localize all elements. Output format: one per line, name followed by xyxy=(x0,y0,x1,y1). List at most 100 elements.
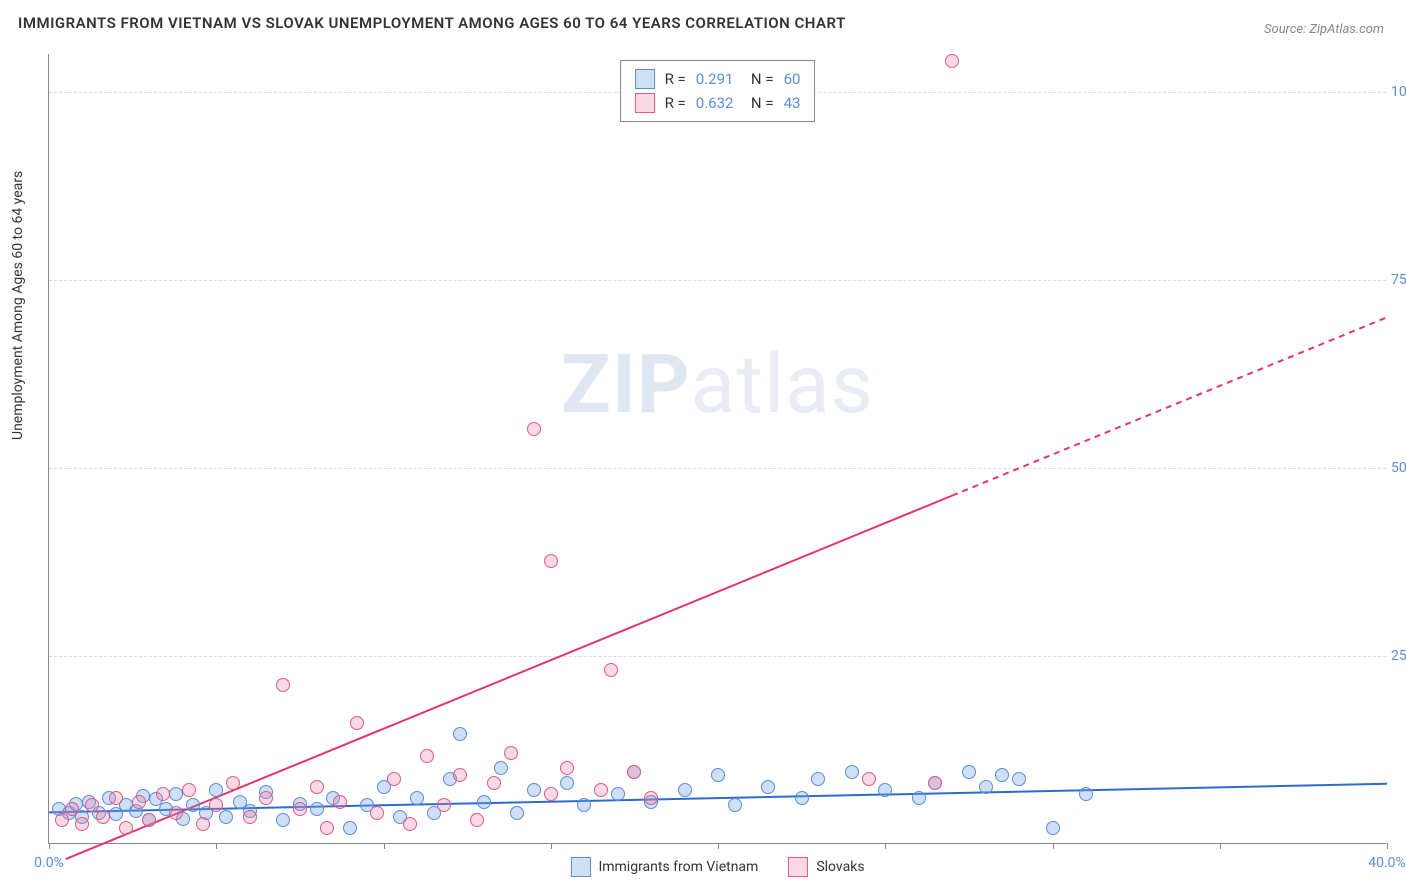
data-point xyxy=(75,817,89,831)
x-tick xyxy=(1387,843,1388,849)
r-value-2: 0.632 xyxy=(696,94,734,112)
data-point xyxy=(453,768,467,782)
data-point xyxy=(728,798,742,812)
legend-label-1: Immigrants from Vietnam xyxy=(598,859,758,875)
data-point xyxy=(243,810,257,824)
y-tick-label: 75.0% xyxy=(1391,272,1406,288)
data-point xyxy=(527,783,541,797)
data-point xyxy=(343,821,357,835)
data-point xyxy=(711,768,725,782)
data-point xyxy=(678,783,692,797)
x-tick xyxy=(885,843,886,849)
n-value-2: 43 xyxy=(784,94,801,112)
chart-title: IMMIGRANTS FROM VIETNAM VS SLOVAK UNEMPL… xyxy=(18,14,846,32)
data-point xyxy=(226,776,240,790)
data-point xyxy=(209,798,223,812)
correlation-legend: R = 0.291 N = 60 R = 0.632 N = 43 xyxy=(620,60,816,122)
data-point xyxy=(862,772,876,786)
data-point xyxy=(293,802,307,816)
data-point xyxy=(276,678,290,692)
data-point xyxy=(995,768,1009,782)
x-tick xyxy=(49,843,50,849)
data-point xyxy=(594,783,608,797)
y-tick-label: 50.0% xyxy=(1391,460,1406,476)
data-point xyxy=(333,795,347,809)
data-point xyxy=(410,791,424,805)
data-point xyxy=(182,783,196,797)
data-point xyxy=(186,798,200,812)
data-point xyxy=(169,787,183,801)
data-point xyxy=(487,776,501,790)
data-point xyxy=(156,787,170,801)
data-point xyxy=(209,783,223,797)
legend-row-series-2: R = 0.632 N = 43 xyxy=(635,91,801,115)
data-point xyxy=(142,813,156,827)
data-point xyxy=(845,765,859,779)
chart-plot-area: ZIPatlas 0.0%40.0% R = 0.291 N = 60 R = … xyxy=(48,54,1386,844)
legend-item-2: Slovaks xyxy=(788,857,864,877)
legend-row-series-1: R = 0.291 N = 60 xyxy=(635,67,801,91)
legend-swatch-2 xyxy=(635,93,655,113)
data-point xyxy=(510,806,524,820)
data-point xyxy=(370,806,384,820)
data-point xyxy=(912,791,926,805)
r-value-1: 0.291 xyxy=(696,70,734,88)
data-point xyxy=(979,780,993,794)
data-point xyxy=(96,810,110,824)
data-point xyxy=(611,787,625,801)
data-point xyxy=(259,791,273,805)
data-point xyxy=(320,821,334,835)
x-tick xyxy=(1220,843,1221,849)
data-point xyxy=(811,772,825,786)
data-point xyxy=(1046,821,1060,835)
data-point xyxy=(1012,772,1026,786)
data-point xyxy=(310,780,324,794)
x-tick xyxy=(551,843,552,849)
data-point xyxy=(196,817,210,831)
data-point xyxy=(132,795,146,809)
x-tick-label: 0.0% xyxy=(34,855,64,871)
data-point xyxy=(453,727,467,741)
legend-swatch-1 xyxy=(635,69,655,89)
data-point xyxy=(470,813,484,827)
data-point xyxy=(962,765,976,779)
data-point xyxy=(276,813,290,827)
x-tick xyxy=(384,843,385,849)
y-axis-label: Unemployment Among Ages 60 to 64 years xyxy=(10,171,26,440)
legend-item-1: Immigrants from Vietnam xyxy=(570,857,758,877)
data-point xyxy=(560,761,574,775)
trend-lines xyxy=(49,54,1386,843)
data-point xyxy=(310,802,324,816)
data-point xyxy=(109,791,123,805)
data-point xyxy=(577,798,591,812)
data-point xyxy=(169,806,183,820)
data-point xyxy=(560,776,574,790)
data-point xyxy=(627,765,641,779)
data-point xyxy=(65,802,79,816)
data-point xyxy=(795,791,809,805)
data-point xyxy=(544,787,558,801)
x-tick xyxy=(216,843,217,849)
data-point xyxy=(945,54,959,68)
legend-bottom-swatch-1 xyxy=(570,857,590,877)
data-point xyxy=(604,663,618,677)
data-point xyxy=(1079,787,1093,801)
n-value-1: 60 xyxy=(784,70,801,88)
data-point xyxy=(387,772,401,786)
series-legend: Immigrants from Vietnam Slovaks xyxy=(570,857,864,877)
data-point xyxy=(504,746,518,760)
data-point xyxy=(350,716,364,730)
data-point xyxy=(928,776,942,790)
data-point xyxy=(219,810,233,824)
legend-bottom-swatch-2 xyxy=(788,857,808,877)
x-tick xyxy=(718,843,719,849)
data-point xyxy=(119,821,133,835)
y-tick-label: 100.0% xyxy=(1391,84,1406,100)
source-attribution: Source: ZipAtlas.com xyxy=(1264,22,1384,37)
data-point xyxy=(878,783,892,797)
data-point xyxy=(527,422,541,436)
data-point xyxy=(644,791,658,805)
data-point xyxy=(761,780,775,794)
x-tick xyxy=(1053,843,1054,849)
data-point xyxy=(494,761,508,775)
